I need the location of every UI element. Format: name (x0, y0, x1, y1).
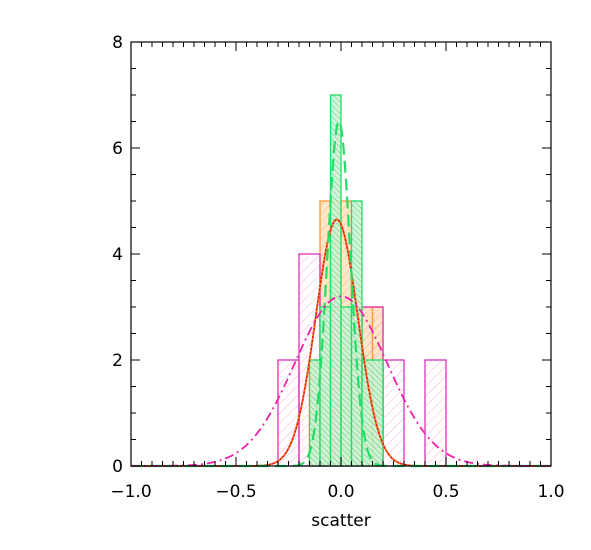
histogram-bars (277, 94, 447, 467)
y-tick-label: 0 (112, 457, 123, 477)
x-axis-title: scatter (311, 511, 370, 531)
y-tick-label: 8 (112, 33, 123, 53)
histogram-3-bar-6 (361, 359, 384, 467)
x-tick-label: −0.5 (215, 482, 256, 502)
y-tick-label: 2 (112, 351, 123, 371)
x-tick-label: 1.0 (537, 482, 564, 502)
x-tick-label: 0.5 (432, 482, 459, 502)
y-tick-label: 6 (112, 139, 123, 159)
histogram-3-bar-2 (319, 306, 332, 467)
x-tick-label: 0.0 (327, 482, 354, 502)
axis-ticks (130, 41, 552, 467)
gaussian-curve-4 (131, 295, 551, 467)
histogram-3-bar-3 (329, 94, 342, 467)
gaussian-curve-3 (131, 119, 551, 468)
tick-labels: −1.0 −0.5 0.0 0.5 1.0 0 2 4 6 8 (110, 33, 564, 502)
y-tick-label: 4 (112, 245, 123, 265)
histogram-3-bar-4 (340, 306, 353, 467)
x-tick-label: −1.0 (110, 482, 151, 502)
